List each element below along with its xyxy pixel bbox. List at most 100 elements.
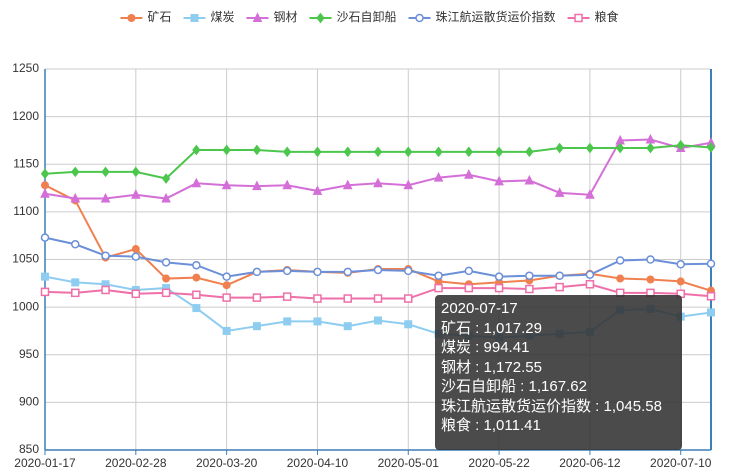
tooltip-value: 1,017.29 <box>471 320 542 337</box>
marker <box>101 166 110 178</box>
marker <box>192 260 201 270</box>
marker <box>706 142 716 153</box>
marker <box>252 144 262 156</box>
x-tick-label: 2020-05-22 <box>468 456 530 470</box>
marker <box>403 179 414 190</box>
marker <box>282 266 292 276</box>
marker <box>252 267 262 277</box>
marker <box>646 275 655 284</box>
marker <box>71 278 80 287</box>
y-tick-label: 1100 <box>13 204 39 218</box>
marker <box>162 274 171 283</box>
y-tick-label: 1250 <box>12 61 39 75</box>
marker <box>555 271 564 280</box>
marker <box>342 179 353 190</box>
legend-label: 沙石自卸船 <box>337 9 397 24</box>
tooltip-series-name: 钢材 <box>441 358 472 376</box>
series-line <box>44 184 712 292</box>
legend-item: 煤炭 <box>183 10 234 24</box>
marker <box>40 168 50 180</box>
marker <box>494 283 504 293</box>
marker <box>373 177 383 188</box>
marker <box>585 189 595 199</box>
marker <box>222 144 231 156</box>
x-tick-label: 2020-02-28 <box>105 456 167 470</box>
marker <box>343 294 352 303</box>
marker <box>373 294 383 303</box>
marker <box>616 142 625 154</box>
marker <box>161 192 171 203</box>
marker <box>313 294 322 303</box>
marker <box>494 272 504 281</box>
marker <box>524 174 535 185</box>
marker <box>415 13 424 23</box>
marker <box>191 177 202 188</box>
marker <box>676 139 685 151</box>
marker <box>282 292 292 301</box>
marker <box>161 288 171 298</box>
tooltip-value: 1,011.41 <box>471 417 541 434</box>
marker <box>101 251 110 260</box>
marker <box>434 271 443 280</box>
y-tick-label: 1150 <box>13 156 39 170</box>
marker <box>41 272 49 281</box>
tooltip: 2020-07-17 矿石1,017.29煤炭994.41钢材1,172.55沙… <box>435 295 682 450</box>
marker <box>131 166 140 178</box>
marker <box>101 285 110 295</box>
marker <box>706 292 716 301</box>
tooltip-series-name: 沙石自卸船 <box>441 378 517 395</box>
marker <box>494 146 504 158</box>
y-tick-label: 1050 <box>12 252 39 266</box>
marker <box>494 175 504 186</box>
legend-label: 煤炭 <box>210 10 234 24</box>
tooltip-row: 珠江航运散货运价指数1,045.58 <box>441 397 676 417</box>
marker <box>192 290 201 299</box>
marker <box>615 256 625 265</box>
marker <box>525 271 534 280</box>
tooltip-value: 1,045.58 <box>591 398 662 415</box>
marker <box>131 252 141 261</box>
marker <box>71 288 80 298</box>
x-tick-label: 2020-07-10 <box>650 456 712 470</box>
x-tick-label: 2020-01-17 <box>14 456 76 470</box>
marker <box>282 179 292 190</box>
marker <box>313 146 322 158</box>
marker <box>222 293 231 302</box>
tooltip-row: 粮食1,011.41 <box>441 416 676 436</box>
marker <box>192 304 201 313</box>
marker <box>100 192 111 203</box>
marker <box>555 142 564 154</box>
marker <box>343 267 352 277</box>
marker <box>404 266 413 276</box>
marker <box>40 188 50 198</box>
marker <box>41 181 49 190</box>
marker <box>464 146 473 158</box>
marker <box>221 179 232 190</box>
tooltip-series-name: 粮食 <box>441 417 472 434</box>
tooltip-series-name: 煤炭 <box>441 339 472 356</box>
marker <box>676 277 685 286</box>
marker <box>616 274 625 283</box>
legend-item: 矿石 <box>120 10 171 24</box>
legend-item: 钢材 <box>246 10 298 24</box>
tooltip-value: 994.41 <box>471 339 529 356</box>
marker <box>252 12 263 22</box>
marker <box>131 289 141 299</box>
marker <box>252 180 262 191</box>
marker <box>192 273 201 282</box>
marker <box>646 142 655 154</box>
x-tick-label: 2020-06-12 <box>559 456 621 470</box>
marker <box>525 146 534 158</box>
marker <box>404 294 413 303</box>
marker <box>374 316 382 325</box>
marker <box>464 283 474 293</box>
tooltip-value: 1,172.55 <box>471 359 542 376</box>
marker <box>706 259 716 268</box>
marker <box>71 240 80 249</box>
tooltip-value: 1,167.62 <box>516 378 587 395</box>
marker <box>574 13 583 23</box>
tooltip-row: 钢材1,172.55 <box>441 358 676 378</box>
legend-label: 珠江航运散货运价指数 <box>436 9 556 24</box>
